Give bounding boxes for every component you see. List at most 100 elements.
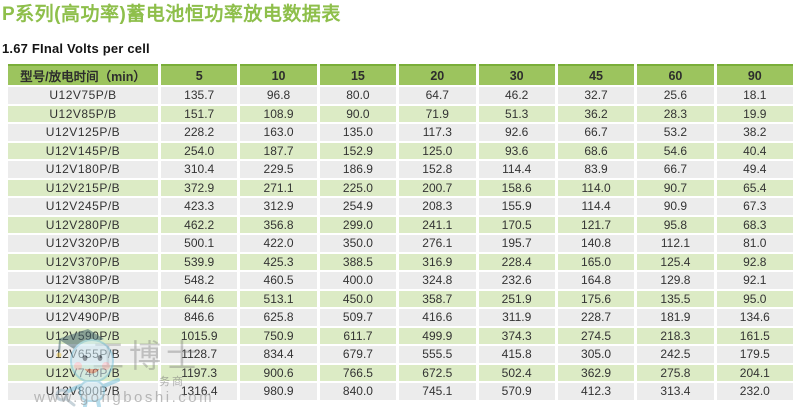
- value-cell: 129.8: [637, 272, 714, 289]
- value-cell: 980.9: [240, 383, 317, 400]
- model-cell: U12V85P/B: [8, 105, 158, 122]
- value-cell: 460.5: [240, 272, 317, 289]
- table-row: U12V655P/B 1128.7 834.4 679.7 555.5 415.8 305.…: [8, 346, 793, 363]
- value-cell: 299.0: [319, 216, 397, 233]
- value-cell: 570.9: [478, 383, 555, 400]
- subtitle-final-volts: 1.67 FInal Volts per cell: [2, 41, 150, 56]
- page-title: P系列(高功率)蓄电池恒功率放电数据表: [2, 4, 341, 25]
- value-cell: 32.7: [557, 87, 635, 104]
- value-cell: 66.7: [557, 124, 635, 141]
- value-cell: 500.1: [161, 235, 238, 252]
- value-cell: 46.2: [478, 87, 555, 104]
- value-cell: 415.8: [478, 346, 555, 363]
- header-time-col: 45: [557, 64, 635, 85]
- table-row: U12V590P/B 1015.9 750.9 611.7 499.9 374.3 274.…: [8, 327, 793, 344]
- header-time-col: 10: [240, 64, 317, 85]
- value-cell: 38.2: [716, 124, 793, 141]
- page: P系列(高功率)蓄电池恒功率放电数据表 1.67 FInal Volts per…: [0, 3, 800, 412]
- value-cell: 745.1: [399, 383, 476, 400]
- model-cell: U12V75P/B: [8, 87, 158, 104]
- value-cell: 241.1: [399, 216, 476, 233]
- value-cell: 95.0: [716, 290, 793, 307]
- value-cell: 274.5: [557, 327, 635, 344]
- table-row: U12V380P/B 548.2 460.5 400.0 324.8 232.6 164.8…: [8, 272, 793, 289]
- table-row: U12V800P/B 1316.4 980.9 840.0 745.1 570.9 412.…: [8, 383, 793, 400]
- value-cell: 95.8: [637, 216, 714, 233]
- table-row: U12V85P/B 151.7 108.9 90.0 71.9 51.3 36.2 28.3 1…: [8, 105, 793, 122]
- value-cell: 93.6: [478, 142, 555, 159]
- value-cell: 228.4: [478, 253, 555, 270]
- value-cell: 313.4: [637, 383, 714, 400]
- value-cell: 121.7: [557, 216, 635, 233]
- value-cell: 450.0: [319, 290, 397, 307]
- value-cell: 179.5: [716, 346, 793, 363]
- value-cell: 1128.7: [161, 346, 238, 363]
- value-cell: 305.0: [557, 346, 635, 363]
- value-cell: 80.0: [319, 87, 397, 104]
- value-cell: 232.6: [478, 272, 555, 289]
- header-time-col: 90: [716, 64, 793, 85]
- value-cell: 71.9: [399, 105, 476, 122]
- model-cell: U12V125P/B: [8, 124, 158, 141]
- value-cell: 218.3: [637, 327, 714, 344]
- value-cell: 644.6: [161, 290, 238, 307]
- value-cell: 140.8: [557, 235, 635, 252]
- value-cell: 834.4: [240, 346, 317, 363]
- value-cell: 117.3: [399, 124, 476, 141]
- value-cell: 254.9: [319, 198, 397, 215]
- value-cell: 358.7: [399, 290, 476, 307]
- model-cell: U12V280P/B: [8, 216, 158, 233]
- value-cell: 625.8: [240, 309, 317, 326]
- value-cell: 165.0: [557, 253, 635, 270]
- model-cell: U12V245P/B: [8, 198, 158, 215]
- value-cell: 114.4: [478, 161, 555, 178]
- value-cell: 90.9: [637, 198, 714, 215]
- value-cell: 51.3: [478, 105, 555, 122]
- value-cell: 54.6: [637, 142, 714, 159]
- table-row: U12V215P/B 372.9 271.1 225.0 200.7 158.6 114.0…: [8, 179, 793, 196]
- header-time-col: 20: [399, 64, 476, 85]
- value-cell: 766.5: [319, 364, 397, 381]
- value-cell: 64.7: [399, 87, 476, 104]
- value-cell: 135.0: [319, 124, 397, 141]
- value-cell: 846.6: [161, 309, 238, 326]
- value-cell: 356.8: [240, 216, 317, 233]
- value-cell: 135.7: [161, 87, 238, 104]
- value-cell: 204.1: [716, 364, 793, 381]
- value-cell: 92.8: [716, 253, 793, 270]
- value-cell: 372.9: [161, 179, 238, 196]
- value-cell: 425.3: [240, 253, 317, 270]
- value-cell: 750.9: [240, 327, 317, 344]
- value-cell: 67.3: [716, 198, 793, 215]
- value-cell: 374.3: [478, 327, 555, 344]
- discharge-data-table: 型号/放电时间（min） 5 10 15 20 30 45 60 90 U12V75P/B 13…: [5, 62, 796, 402]
- value-cell: 555.5: [399, 346, 476, 363]
- value-cell: 422.0: [240, 235, 317, 252]
- table-row: U12V75P/B 135.7 96.8 80.0 64.7 46.2 32.7 25.6 18…: [8, 87, 793, 104]
- value-cell: 509.7: [319, 309, 397, 326]
- model-cell: U12V590P/B: [8, 327, 158, 344]
- model-cell: U12V430P/B: [8, 290, 158, 307]
- table-row: U12V430P/B 644.6 513.1 450.0 358.7 251.9 175.6…: [8, 290, 793, 307]
- table-row: U12V320P/B 500.1 422.0 350.0 276.1 195.7 140.8…: [8, 235, 793, 252]
- model-cell: U12V655P/B: [8, 346, 158, 363]
- value-cell: 170.5: [478, 216, 555, 233]
- value-cell: 114.0: [557, 179, 635, 196]
- header-time-col: 15: [319, 64, 397, 85]
- value-cell: 499.9: [399, 327, 476, 344]
- value-cell: 186.9: [319, 161, 397, 178]
- model-cell: U12V490P/B: [8, 309, 158, 326]
- table-row: U12V125P/B 228.2 163.0 135.0 117.3 92.6 66.7 53…: [8, 124, 793, 141]
- table-row: U12V280P/B 462.2 356.8 299.0 241.1 170.5 121.7…: [8, 216, 793, 233]
- value-cell: 49.4: [716, 161, 793, 178]
- value-cell: 200.7: [399, 179, 476, 196]
- value-cell: 1015.9: [161, 327, 238, 344]
- value-cell: 28.3: [637, 105, 714, 122]
- value-cell: 208.3: [399, 198, 476, 215]
- model-cell: U12V145P/B: [8, 142, 158, 159]
- value-cell: 310.4: [161, 161, 238, 178]
- value-cell: 96.8: [240, 87, 317, 104]
- value-cell: 155.9: [478, 198, 555, 215]
- value-cell: 412.3: [557, 383, 635, 400]
- value-cell: 163.0: [240, 124, 317, 141]
